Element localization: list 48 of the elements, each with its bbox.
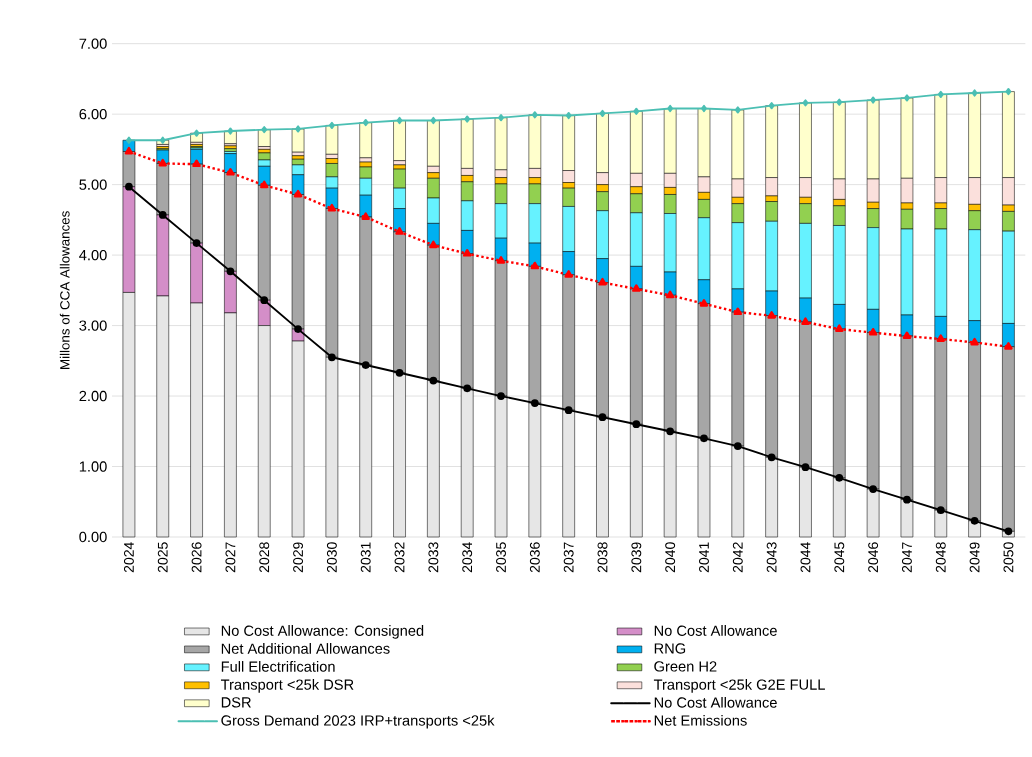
y-tick-label: 2.00 <box>79 390 107 402</box>
x-tick-label: 2030 <box>326 542 337 573</box>
y-tick-label: 3.00 <box>79 320 107 331</box>
legend-label: No Cost Allowance: Consigned <box>221 625 424 639</box>
x-tick-label: 2036 <box>529 542 540 573</box>
x-tick-label: 2026 <box>191 542 202 573</box>
x-tick-label: 2041 <box>699 542 709 573</box>
x-tick-label: 2025 <box>157 542 168 573</box>
x-tick-label: 2042 <box>732 542 743 573</box>
x-tick-label: 2046 <box>868 542 879 573</box>
legend-label: Transport <25k DSR <box>220 679 354 693</box>
x-tick-label: 2048 <box>935 542 946 573</box>
x-tick-label: 2050 <box>1003 542 1014 573</box>
y-tick-label: 0.00 <box>79 531 107 543</box>
x-tick-label: 2049 <box>969 542 980 573</box>
x-tick-label: 2035 <box>496 542 506 573</box>
x-tick-label: 2028 <box>259 542 270 573</box>
legend-label: No Cost Allowance <box>654 696 777 708</box>
y-tick-label: 6.00 <box>79 108 107 120</box>
x-tick-label: 2031 <box>360 542 371 573</box>
y-tick-label: 5.00 <box>79 179 107 190</box>
x-tick-label: 2029 <box>293 542 304 573</box>
legend-label: Gross Demand 2023 IRP+transports <25k <box>221 714 495 729</box>
x-tick-label: 2043 <box>766 542 777 573</box>
x-tick-label: 2032 <box>394 542 405 573</box>
legend-label: Net Additional Allowances <box>221 643 390 654</box>
legend-label: Green H2 <box>654 661 717 672</box>
y-tick-label: 7.00 <box>79 38 107 49</box>
x-tick-label: 2033 <box>428 542 439 573</box>
x-tick-label: 2040 <box>665 542 676 573</box>
x-tick-label: 2024 <box>123 542 134 573</box>
x-tick-label: 2038 <box>597 542 608 573</box>
x-tick-label: 2039 <box>631 542 642 573</box>
y-axis-title: Millons of CCA Allowances <box>59 211 70 369</box>
legend-label: Transport <25k G2E FULL <box>653 679 825 693</box>
x-tick-label: 2047 <box>901 542 912 573</box>
legend-label: RNG <box>654 643 686 654</box>
y-tick-label: 4.00 <box>79 249 107 261</box>
legend-label: Net Emissions <box>654 714 747 726</box>
x-tick-label: 2037 <box>563 542 574 573</box>
y-tick-label: 1.00 <box>79 461 107 472</box>
x-tick-label: 2044 <box>800 542 811 573</box>
x-tick-label: 2027 <box>225 542 236 573</box>
legend-label: No Cost Allowance <box>654 625 777 636</box>
legend-label: Full Electrification <box>221 661 335 672</box>
legend-label: DSR <box>221 697 251 708</box>
x-tick-label: 2034 <box>462 542 473 573</box>
x-tick-label: 2045 <box>834 542 845 573</box>
